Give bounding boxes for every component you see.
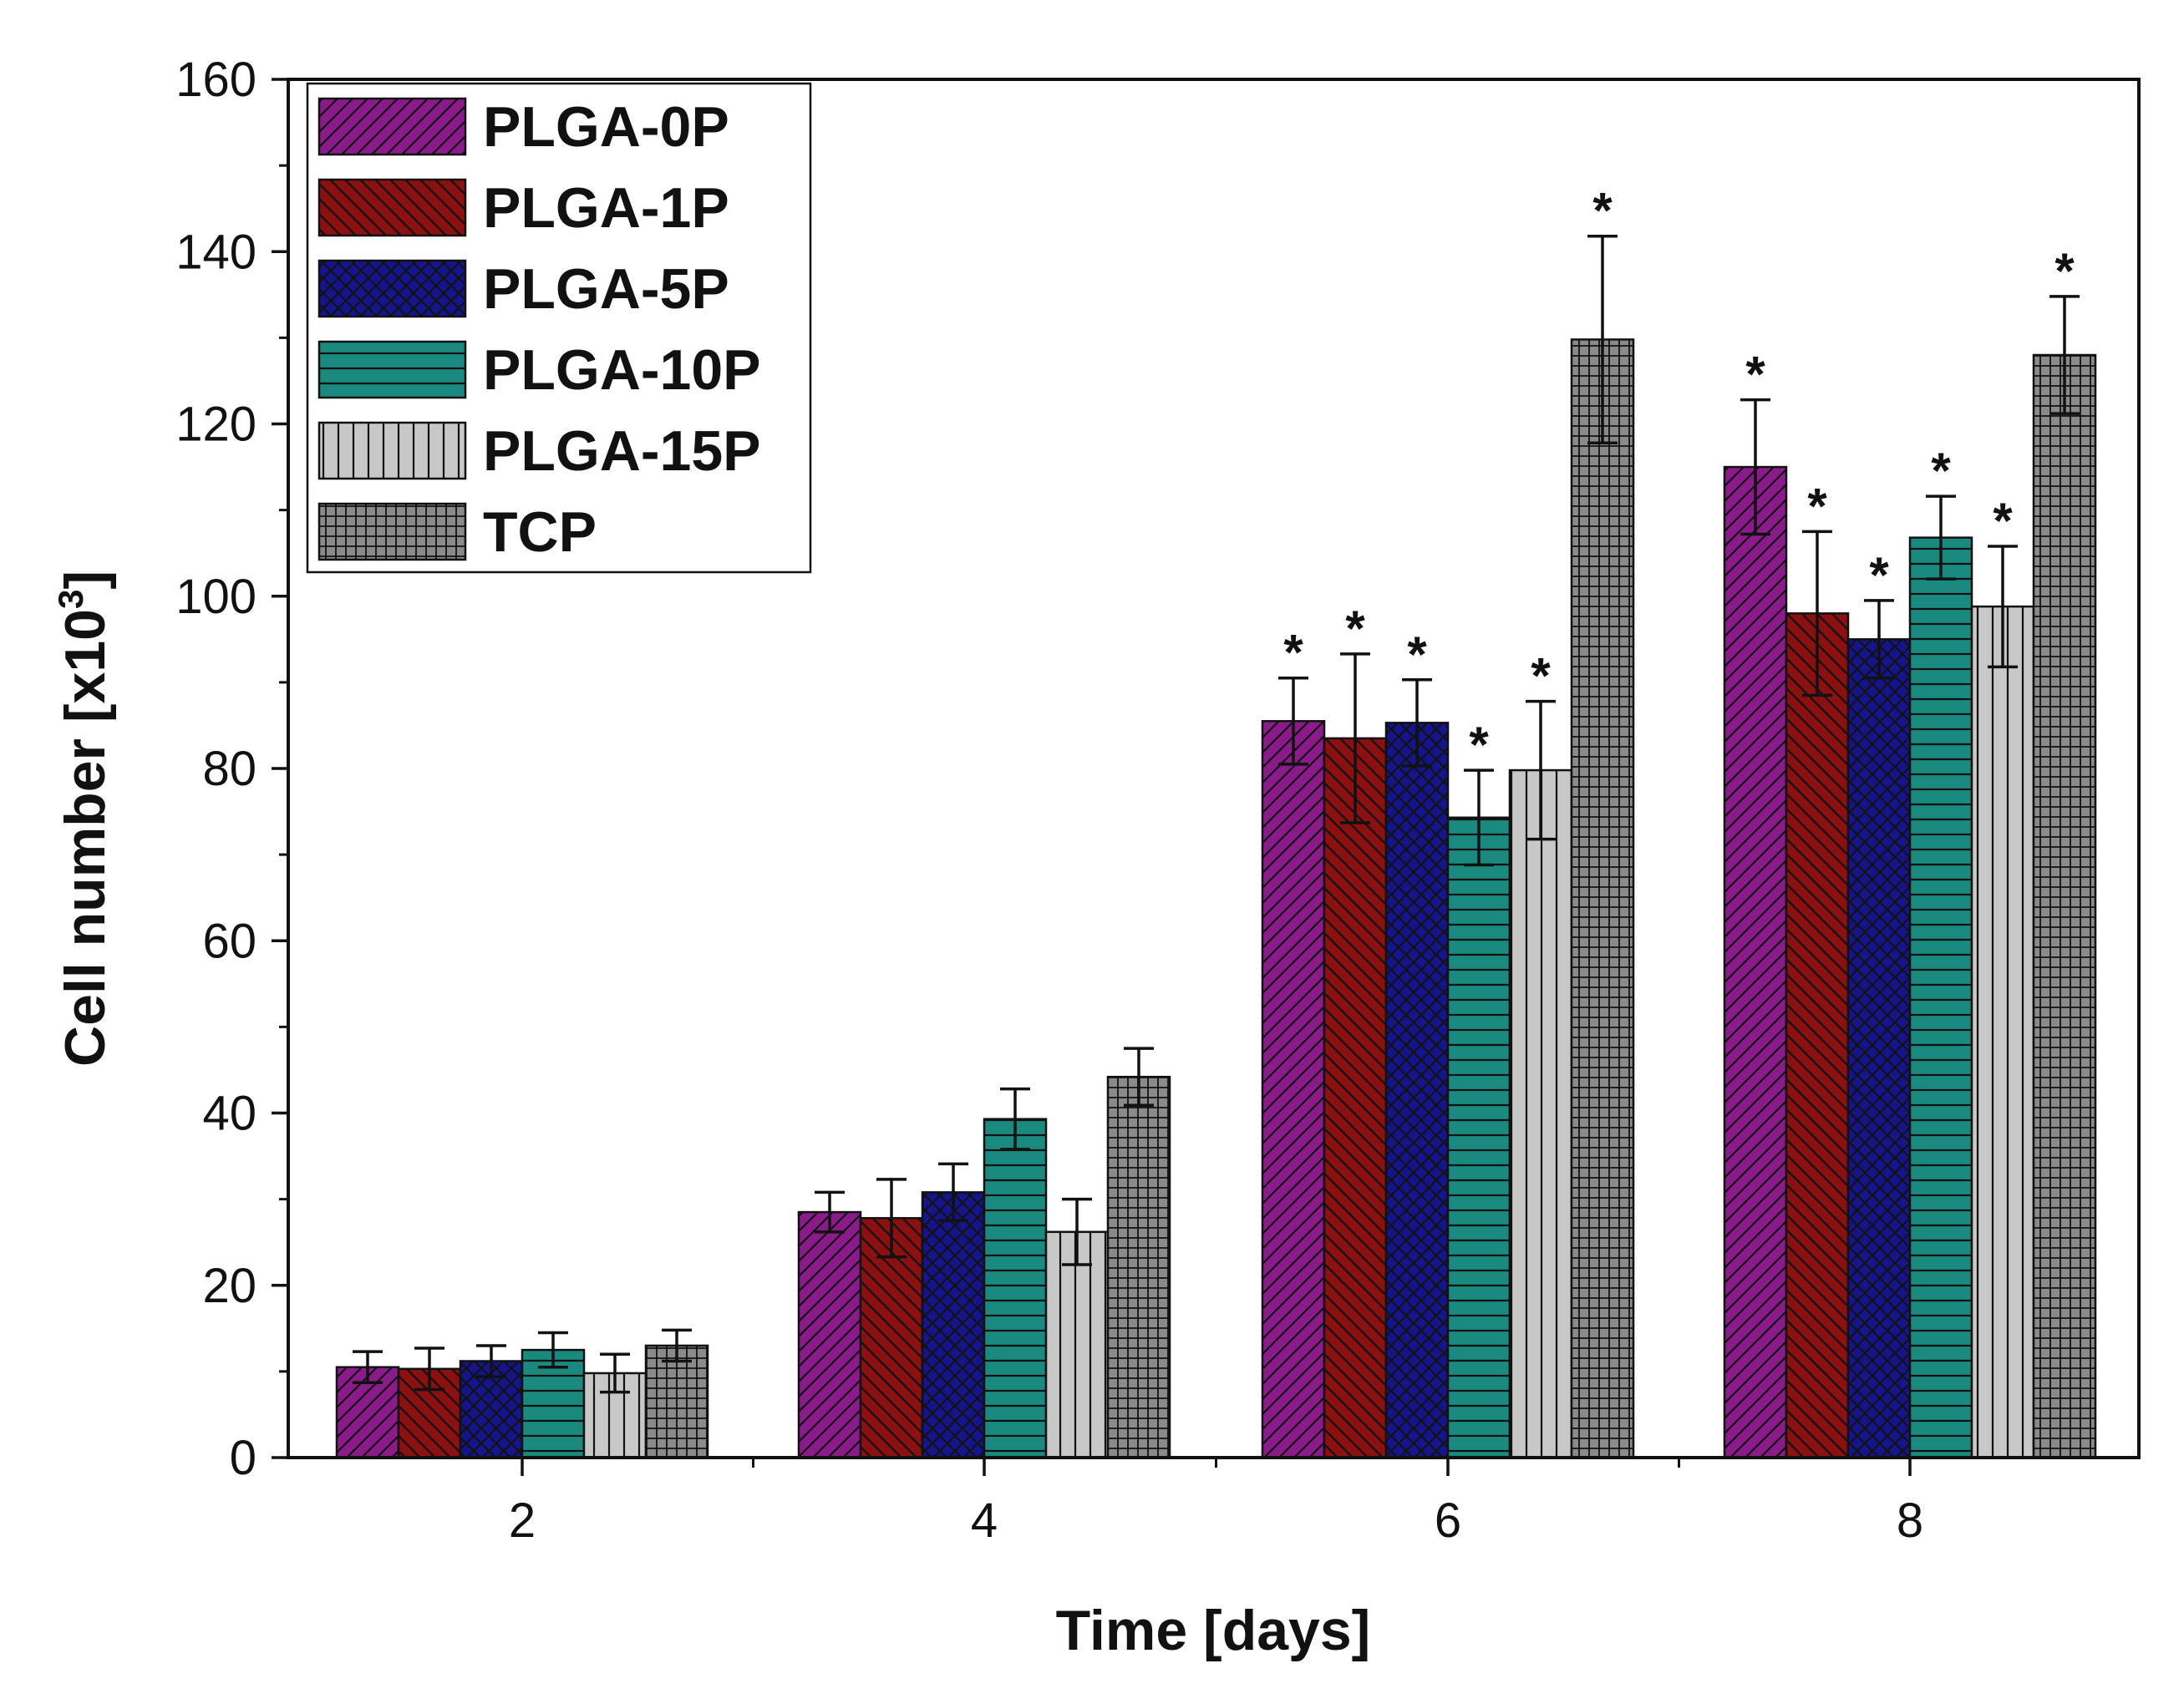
- legend-label-plga-10p: PLGA-10P: [483, 338, 761, 402]
- legend-swatch-plga-15p: [317, 421, 467, 480]
- error-bar-plga-10p-day-4: [1000, 1087, 1030, 1151]
- bar-plga-0p-day-4: [797, 1210, 862, 1459]
- bar-tcp-day-4: [1106, 1075, 1171, 1459]
- bar-plga-0p-day-6: [1261, 720, 1326, 1459]
- x-tick-label: 6: [1435, 1494, 1461, 1548]
- y-axis-title-main: Cell number [x10: [53, 609, 117, 1067]
- legend-label-plga-15p: PLGA-15P: [483, 419, 761, 483]
- legend-swatch-plga-5p: [317, 259, 467, 318]
- significance-mark-tcp-day-6: *: [1592, 183, 1613, 239]
- bar-plga-1p-day-6: [1323, 737, 1388, 1459]
- bar-plga-10p-day-6: [1446, 816, 1511, 1459]
- bar-plga-15p-day-8: [1970, 605, 2035, 1459]
- significance-mark-plga-1p-day-6: *: [1345, 601, 1365, 657]
- x-tick-label: 2: [509, 1494, 536, 1548]
- error-bar-plga-0p-day-4: [815, 1190, 845, 1234]
- error-bar-plga-5p-day-4: [938, 1162, 968, 1223]
- legend-label-plga-1p: PLGA-1P: [483, 176, 729, 240]
- error-bar-plga-5p-day-6: [1402, 678, 1432, 768]
- legend-swatch-tcp: [317, 502, 467, 561]
- error-bar-plga-5p-day-8: [1864, 599, 1894, 680]
- bar-plga-5p-day-4: [921, 1191, 986, 1459]
- y-axis-title: Cell number [x103]: [51, 571, 117, 1067]
- legend-box: [306, 82, 812, 574]
- error-bar-tcp-day-6: [1587, 234, 1618, 444]
- significance-mark-plga-15p-day-8: *: [1993, 493, 2013, 549]
- bar-tcp-day-2: [644, 1344, 709, 1459]
- bar-tcp-day-8: [2032, 353, 2097, 1459]
- error-bar-plga-1p-day-4: [876, 1178, 907, 1259]
- error-bar-plga-10p-day-2: [538, 1331, 568, 1369]
- error-bar-plga-1p-day-6: [1340, 652, 1370, 824]
- y-tick-label: 40: [202, 1087, 256, 1141]
- significance-mark-plga-0p-day-8: *: [1745, 347, 1765, 403]
- x-tick-label: 4: [971, 1494, 998, 1548]
- bar-tcp-day-6: [1570, 338, 1635, 1459]
- error-bar-plga-10p-day-8: [1926, 494, 1956, 581]
- legend-label-tcp: TCP: [483, 500, 597, 564]
- bars-layer: [335, 338, 2097, 1459]
- error-bar-tcp-day-8: [2049, 295, 2080, 415]
- error-bar-plga-0p-day-8: [1740, 398, 1770, 536]
- error-bar-plga-1p-day-2: [414, 1346, 444, 1392]
- bar-plga-10p-day-4: [983, 1118, 1048, 1459]
- error-bar-plga-15p-day-4: [1062, 1197, 1092, 1266]
- y-axis: 0 20 40 60 80 100 120 140 160: [175, 53, 288, 1485]
- legend-swatch-plga-0p: [317, 97, 467, 156]
- error-bar-tcp-day-2: [662, 1328, 692, 1363]
- legend: PLGA-0P PLGA-1P PLGA-5P PLGA-10P PLGA-15P TCP: [306, 82, 812, 574]
- bar-plga-5p-day-8: [1846, 638, 1912, 1459]
- legend-label-plga-0p: PLGA-0P: [483, 95, 729, 159]
- bar-plga-10p-day-8: [1908, 536, 1973, 1459]
- y-tick-label: 20: [202, 1259, 256, 1313]
- error-bar-plga-15p-day-2: [600, 1352, 630, 1394]
- error-bar-plga-5p-day-2: [476, 1344, 506, 1378]
- y-axis-title-superscript: 3: [51, 590, 90, 609]
- y-tick-label: 80: [202, 742, 256, 796]
- bar-plga-0p-day-8: [1723, 465, 1788, 1459]
- y-axis-title-end: ]: [53, 571, 117, 590]
- significance-marks-layer: * * * * * * * * * * * *: [1283, 183, 2075, 773]
- error-bars-layer: [353, 234, 2080, 1394]
- significance-mark-plga-5p-day-6: *: [1407, 626, 1427, 682]
- error-bar-plga-0p-day-6: [1278, 676, 1308, 766]
- bar-plga-15p-day-6: [1508, 768, 1573, 1459]
- y-tick-label: 120: [175, 398, 256, 452]
- bar-plga-5p-day-6: [1384, 722, 1450, 1459]
- legend-swatch-plga-1p: [317, 178, 467, 237]
- error-bar-plga-0p-day-2: [353, 1350, 383, 1385]
- y-tick-label: 100: [175, 570, 256, 624]
- significance-mark-plga-15p-day-6: *: [1531, 648, 1551, 704]
- error-bar-plga-15p-day-8: [1988, 545, 2018, 669]
- error-bar-plga-10p-day-6: [1464, 768, 1494, 867]
- significance-mark-tcp-day-8: *: [2054, 243, 2075, 299]
- y-tick-label: 0: [230, 1431, 256, 1485]
- legend-label-plga-5p: PLGA-5P: [483, 257, 729, 321]
- y-tick-label: 60: [202, 914, 256, 968]
- x-tick-label: 8: [1897, 1494, 1923, 1548]
- significance-mark-plga-1p-day-8: *: [1807, 478, 1827, 534]
- significance-mark-plga-0p-day-6: *: [1283, 625, 1303, 681]
- error-bar-plga-15p-day-6: [1526, 699, 1556, 841]
- error-bar-tcp-day-4: [1124, 1047, 1154, 1107]
- significance-mark-plga-10p-day-6: *: [1469, 717, 1489, 773]
- error-bar-plga-1p-day-8: [1802, 530, 1832, 697]
- x-axis-title: Time [days]: [1056, 1599, 1371, 1662]
- y-tick-label: 140: [175, 225, 256, 279]
- bar-plga-1p-day-8: [1785, 612, 1850, 1459]
- significance-mark-plga-10p-day-8: *: [1931, 443, 1951, 499]
- legend-swatch-plga-10p: [317, 340, 467, 399]
- y-tick-label: 160: [175, 53, 256, 107]
- significance-mark-plga-5p-day-8: *: [1869, 547, 1889, 603]
- x-axis: 2 4 6 8: [509, 1458, 1923, 1548]
